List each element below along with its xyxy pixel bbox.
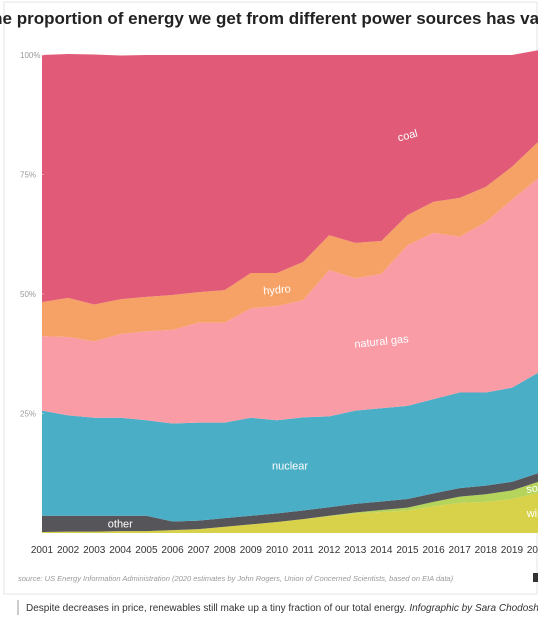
y-tick-label: 75% — [20, 171, 36, 180]
area — [42, 492, 538, 533]
x-tick-label: 2002 — [57, 545, 80, 556]
caption: Despite decreases in price, renewables s… — [26, 603, 538, 614]
area — [42, 372, 538, 522]
x-tick-label: 2012 — [318, 545, 341, 556]
x-tick-label: 2010 — [266, 545, 289, 556]
x-tick-label: 2007 — [188, 545, 211, 556]
area — [42, 178, 538, 424]
x-tick-label: 2020 — [527, 545, 538, 556]
x-tick-label: 2014 — [370, 545, 393, 556]
x-tick-label: 2003 — [83, 545, 106, 556]
x-tick-label: 2019 — [501, 545, 524, 556]
plot: wind solar other nuclear natural gas hydro coa… — [20, 50, 538, 556]
area — [42, 473, 538, 533]
x-tick-label: 2016 — [422, 545, 445, 556]
x-tick-label: 2005 — [135, 545, 158, 556]
x-tick-label: 2004 — [109, 545, 132, 556]
series-label: hydro — [263, 283, 291, 297]
y-tick-label: 25% — [20, 410, 36, 419]
source: source: US Energy Information Administra… — [18, 574, 454, 583]
x-tick-label: 2018 — [475, 545, 498, 556]
x-tick-label: 2015 — [396, 545, 419, 556]
caption-credit: Infographic by Sara Chodosh — [409, 603, 538, 614]
area — [42, 50, 538, 305]
icon — [533, 573, 538, 582]
series-label: natural gas — [354, 333, 410, 351]
x-tick-label: 2009 — [240, 545, 263, 556]
x-tick-label: 2001 — [31, 545, 54, 556]
y-tick-label: 50% — [20, 290, 36, 299]
series-label: coal — [396, 128, 419, 145]
caption-text: Despite decreases in price, renewables s… — [26, 603, 409, 614]
series-label: nuclear — [272, 460, 308, 472]
series-label: solar — [525, 481, 538, 496]
x-tick-label: 2013 — [344, 545, 367, 556]
chart-title: The proportion of energy we get from dif… — [0, 9, 538, 28]
x-tick-label: 2011 — [292, 545, 314, 556]
area — [42, 141, 538, 342]
y-tick-label: 100% — [20, 51, 40, 60]
x-tick-label: 2006 — [161, 545, 184, 556]
x-tick-label: 2008 — [214, 545, 237, 556]
series-label: wind — [526, 508, 538, 520]
x-tick-label: 2017 — [449, 545, 472, 556]
series-label: other — [108, 518, 133, 530]
